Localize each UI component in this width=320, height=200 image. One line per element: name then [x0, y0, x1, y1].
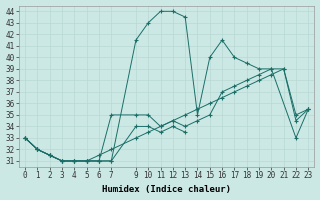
X-axis label: Humidex (Indice chaleur): Humidex (Indice chaleur): [102, 185, 231, 194]
